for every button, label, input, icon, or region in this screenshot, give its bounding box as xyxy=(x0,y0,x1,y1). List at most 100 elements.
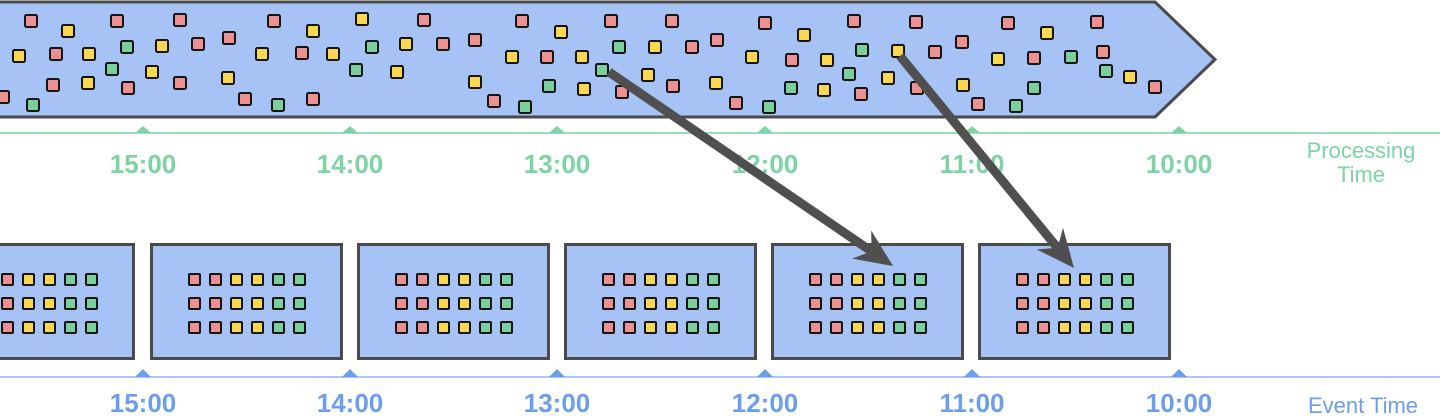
stream-square xyxy=(955,35,969,49)
stream-square xyxy=(110,14,124,28)
event-square xyxy=(1099,297,1113,310)
event-square xyxy=(478,321,492,334)
event-square xyxy=(21,297,35,310)
event-square xyxy=(292,297,306,310)
event-square xyxy=(478,273,492,286)
event-square xyxy=(229,297,243,310)
event-square xyxy=(21,321,35,334)
event-axis-tick xyxy=(757,369,773,377)
stream-square xyxy=(390,65,404,79)
stream-square xyxy=(155,39,169,53)
event-square xyxy=(664,297,678,310)
stream-square xyxy=(575,50,589,64)
event-square xyxy=(1036,297,1050,310)
stream-square xyxy=(221,71,235,85)
stream-square xyxy=(82,47,96,61)
event-square xyxy=(457,297,471,310)
event-square xyxy=(187,321,201,334)
processing-tick-label: 15:00 xyxy=(109,149,177,179)
stream-square xyxy=(295,46,309,60)
event-square xyxy=(1015,297,1029,310)
stream-square xyxy=(595,63,609,77)
event-square xyxy=(871,321,885,334)
event-square xyxy=(643,297,657,310)
processing-axis-tick xyxy=(342,126,358,133)
event-square xyxy=(913,297,927,310)
event-square xyxy=(229,321,243,334)
stream-square xyxy=(909,15,923,29)
event-square xyxy=(0,297,14,310)
event-square xyxy=(0,321,14,334)
stream-square xyxy=(842,67,856,81)
event-square xyxy=(208,273,222,286)
event-square xyxy=(601,297,615,310)
stream-square xyxy=(1064,50,1078,64)
event-square xyxy=(706,297,720,310)
event-square xyxy=(250,297,264,310)
stream-square xyxy=(817,83,831,97)
event-square xyxy=(685,321,699,334)
stream-square xyxy=(612,40,626,54)
event-square xyxy=(664,273,678,286)
event-square xyxy=(187,297,201,310)
event-square xyxy=(706,273,720,286)
stream-square xyxy=(685,40,699,54)
stream-square xyxy=(49,47,63,61)
event-square xyxy=(892,321,906,334)
event-square xyxy=(622,273,636,286)
event-square xyxy=(1057,321,1071,334)
event-square xyxy=(808,297,822,310)
window-square-grid xyxy=(394,273,513,334)
event-square xyxy=(499,321,513,334)
stream-square xyxy=(1027,81,1041,95)
event-square xyxy=(829,273,843,286)
stream-square xyxy=(1090,15,1104,29)
stream-square xyxy=(306,92,320,106)
event-axis-tick xyxy=(549,369,565,377)
event-square xyxy=(457,321,471,334)
stream-square xyxy=(762,100,776,114)
window-square-grid xyxy=(187,273,306,334)
event-square xyxy=(1120,273,1134,286)
event-time-axis-title: Event Time xyxy=(1307,393,1419,418)
event-square xyxy=(229,273,243,286)
event-square xyxy=(415,273,429,286)
event-square xyxy=(84,321,98,334)
event-square xyxy=(601,273,615,286)
stream-square xyxy=(1027,51,1041,65)
stream-square xyxy=(928,45,942,59)
stream-square xyxy=(436,37,450,51)
stream-square xyxy=(577,82,591,96)
window-square-grid xyxy=(808,273,927,334)
stream-square xyxy=(641,68,655,82)
processing-tick-label: 11:00 xyxy=(939,149,1005,179)
window-square-grid xyxy=(1015,273,1134,334)
event-tick-label: 13:00 xyxy=(523,388,591,418)
event-square xyxy=(42,321,56,334)
event-square xyxy=(871,273,885,286)
event-square xyxy=(913,321,927,334)
event-square xyxy=(0,273,14,286)
event-square xyxy=(601,321,615,334)
event-square xyxy=(42,297,56,310)
stream-square xyxy=(505,50,519,64)
event-square xyxy=(271,297,285,310)
stream-square xyxy=(956,78,970,92)
stream-square xyxy=(120,40,134,54)
stream-square xyxy=(518,100,532,114)
processing-axis-tick xyxy=(135,126,151,133)
stream-square xyxy=(820,53,834,67)
event-square xyxy=(1078,297,1092,310)
event-square xyxy=(271,273,285,286)
stream-square xyxy=(554,25,568,39)
event-square xyxy=(622,321,636,334)
axis-title-line: Time xyxy=(1336,162,1386,187)
stream-square xyxy=(665,14,679,28)
stream-square xyxy=(173,13,187,27)
event-square xyxy=(1057,273,1071,286)
stream-square xyxy=(238,92,252,106)
stream-square xyxy=(1009,99,1023,113)
stream-square xyxy=(847,14,861,28)
event-tick-label: 14:00 xyxy=(316,388,384,418)
event-square xyxy=(871,297,885,310)
